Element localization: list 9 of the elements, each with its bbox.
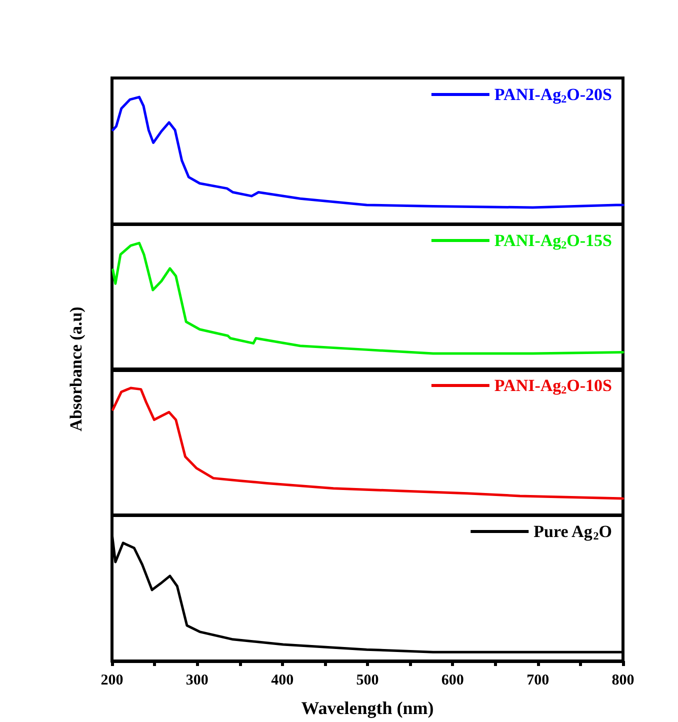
x-tick-label: 800 (612, 672, 634, 688)
x-tick-label: 300 (186, 672, 208, 688)
y-axis-title: Absorbance (a.u) (66, 306, 86, 432)
x-tick-label: 400 (271, 672, 294, 688)
x-tick-label: 600 (441, 672, 464, 688)
x-tick-label: 700 (526, 672, 550, 688)
x-tick-label: 500 (356, 672, 379, 688)
x-axis-title: Wavelength (nm) (301, 698, 434, 718)
x-tick-label: 200 (100, 672, 124, 688)
